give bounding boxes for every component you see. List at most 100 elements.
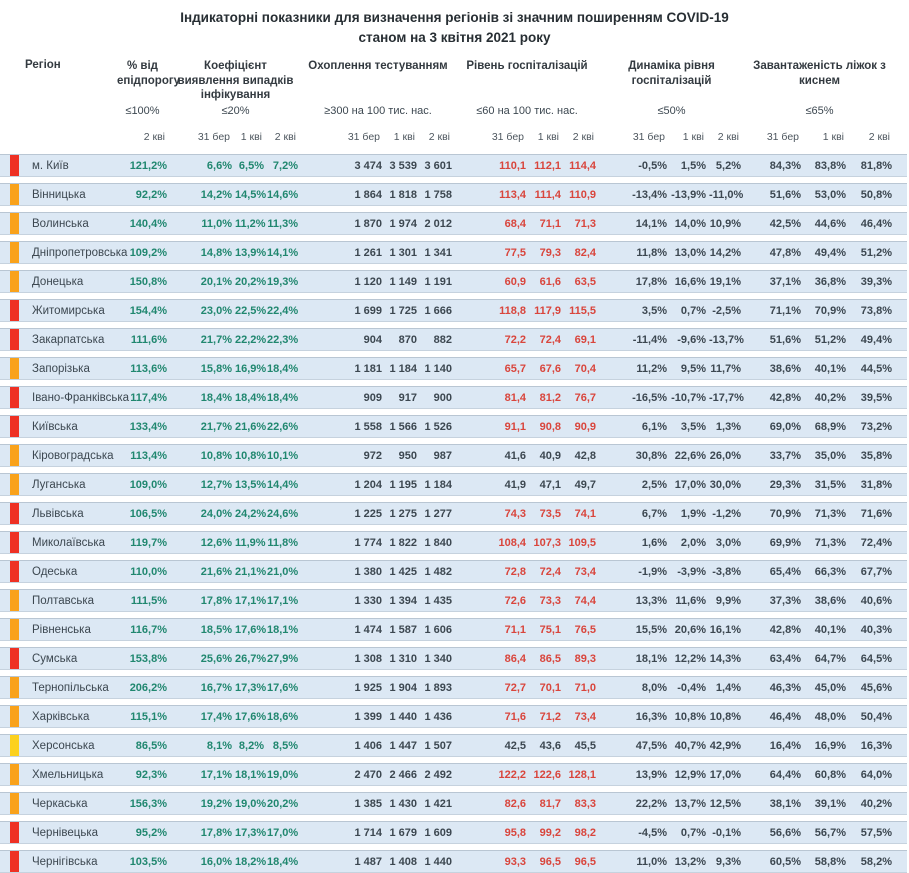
hosp-value: 107,3 xyxy=(533,536,561,549)
load-value: 38,1% xyxy=(769,797,801,810)
region-name: Вінницька xyxy=(32,188,86,201)
coef-value: 25,6% xyxy=(200,652,232,665)
region-cell: Дніпропетровська xyxy=(0,242,127,264)
test-value: 1 440 xyxy=(389,710,417,723)
hosp-value: 112,1 xyxy=(534,159,561,172)
coef-value: 8,5% xyxy=(272,739,298,752)
dyn-value: 6,7% xyxy=(641,507,667,520)
status-indicator xyxy=(10,387,19,409)
test-value: 1 435 xyxy=(424,594,452,607)
dyn-value: 12,9% xyxy=(674,768,706,781)
dyn-value: 42,9% xyxy=(709,739,741,752)
hosp-value: 81,7 xyxy=(539,797,561,810)
coef-value: 20,1% xyxy=(200,275,232,288)
hosp-value: 72,6 xyxy=(504,594,526,607)
region-cell: Одеська xyxy=(0,561,115,583)
test-value: 1 399 xyxy=(354,710,382,723)
test-value: 1 587 xyxy=(389,623,417,636)
coef-value: 24,2% xyxy=(235,507,267,520)
load-value: 64,5% xyxy=(860,652,892,665)
table-row: Харківська 115,1% 17,4% 17,6% 18,6% 1 39… xyxy=(0,705,907,729)
hosp-value: 42,8 xyxy=(574,449,596,462)
norm-testing-coverage: ≥300 на 100 тис. нас. xyxy=(324,105,432,118)
epid-value: 121,2% xyxy=(129,159,167,172)
coef-value: 8,2% xyxy=(238,739,264,752)
coef-value: 21,7% xyxy=(200,420,232,433)
load-value: 39,5% xyxy=(860,391,892,404)
table-row: Житомирська 154,4% 23,0% 22,5% 22,4% 1 6… xyxy=(0,299,907,323)
load-value: 71,3% xyxy=(814,507,846,520)
page-title-line2: станом на 3 квітня 2021 року xyxy=(358,29,551,45)
epid-value: 109,2% xyxy=(129,246,167,259)
epid-value: 113,4% xyxy=(130,449,167,462)
test-value: 2 012 xyxy=(424,217,452,230)
hosp-value: 111,4 xyxy=(534,188,561,201)
load-value: 37,1% xyxy=(769,275,801,288)
epid-value: 111,6% xyxy=(130,333,167,346)
epid-value: 154,4% xyxy=(129,304,167,317)
date-label: 2 кві xyxy=(143,131,165,144)
load-value: 66,3% xyxy=(814,565,846,578)
hosp-value: 109,5 xyxy=(568,536,596,549)
test-value: 1 606 xyxy=(424,623,452,636)
region-cell: Запорізька xyxy=(0,358,115,380)
dyn-value: 16,6% xyxy=(674,275,706,288)
date-label: 2 кві xyxy=(717,131,739,144)
coef-value: 17,8% xyxy=(200,594,232,607)
hosp-value: 63,5 xyxy=(574,275,596,288)
date-label: 2 кві xyxy=(572,131,594,144)
dyn-value: 13,2% xyxy=(674,855,706,868)
coef-value: 14,8% xyxy=(200,246,232,259)
coef-value: 17,6% xyxy=(235,623,267,636)
dyn-value: 12,5% xyxy=(709,797,741,810)
dyn-value: 12,2% xyxy=(674,652,706,665)
status-indicator xyxy=(10,213,19,235)
hosp-value: 86,5 xyxy=(539,652,561,665)
load-value: 46,4% xyxy=(860,217,892,230)
coef-value: 17,3% xyxy=(235,681,267,694)
load-value: 35,0% xyxy=(814,449,846,462)
date-label: 1 кві xyxy=(822,131,844,144)
load-value: 73,2% xyxy=(860,420,892,433)
dyn-value: -13,4% xyxy=(632,188,667,201)
dyn-value: 13,0% xyxy=(674,246,706,259)
hosp-value: 45,5 xyxy=(574,739,596,752)
dyn-value: 11,6% xyxy=(675,594,706,607)
status-indicator xyxy=(10,358,19,380)
test-value: 1 310 xyxy=(389,652,417,665)
hosp-value: 76,5 xyxy=(574,623,596,636)
test-value: 3 474 xyxy=(354,159,382,172)
table-row: Запорізька 113,6% 15,8% 16,9% 18,4% 1 18… xyxy=(0,357,907,381)
coef-value: 21,6% xyxy=(235,420,267,433)
coef-value: 22,6% xyxy=(267,420,299,433)
dyn-value: -13,7% xyxy=(709,333,744,346)
dyn-value: 14,3% xyxy=(709,652,741,665)
table-row: Вінницька 92,2% 14,2% 14,5% 14,6% 1 864 … xyxy=(0,183,907,207)
table-row: Івано-Франківська 117,4% 18,4% 18,4% 18,… xyxy=(0,386,907,410)
region-name: Дніпропетровська xyxy=(32,246,128,259)
region-cell: Луганська xyxy=(0,474,115,496)
dyn-value: -13,9% xyxy=(671,188,706,201)
hosp-value: 40,9 xyxy=(539,449,561,462)
region-name: Тернопільська xyxy=(32,681,109,694)
load-value: 44,6% xyxy=(814,217,846,230)
test-value: 1 893 xyxy=(424,681,452,694)
test-value: 1 261 xyxy=(354,246,382,259)
page-title: Індикаторні показники для визначення рег… xyxy=(0,0,909,47)
load-value: 53,0% xyxy=(814,188,846,201)
test-value: 1 184 xyxy=(424,478,452,491)
hosp-value: 74,4 xyxy=(574,594,596,607)
load-value: 47,8% xyxy=(769,246,801,259)
coef-value: 6,5% xyxy=(238,159,264,172)
load-value: 64,7% xyxy=(814,652,846,665)
norm-oxygen-beds-occupancy: ≤65% xyxy=(805,105,834,118)
hosp-value: 74,1 xyxy=(574,507,596,520)
region-cell: Хмельницька xyxy=(0,764,115,786)
load-value: 36,8% xyxy=(814,275,846,288)
dyn-value: 1,4% xyxy=(715,681,741,694)
table-row: Хмельницька 92,3% 17,1% 18,1% 19,0% 2 47… xyxy=(0,763,907,787)
dyn-value: 3,0% xyxy=(715,536,741,549)
dyn-value: 8,0% xyxy=(641,681,667,694)
test-value: 1 714 xyxy=(354,826,382,839)
coef-value: 11,0% xyxy=(201,217,232,230)
